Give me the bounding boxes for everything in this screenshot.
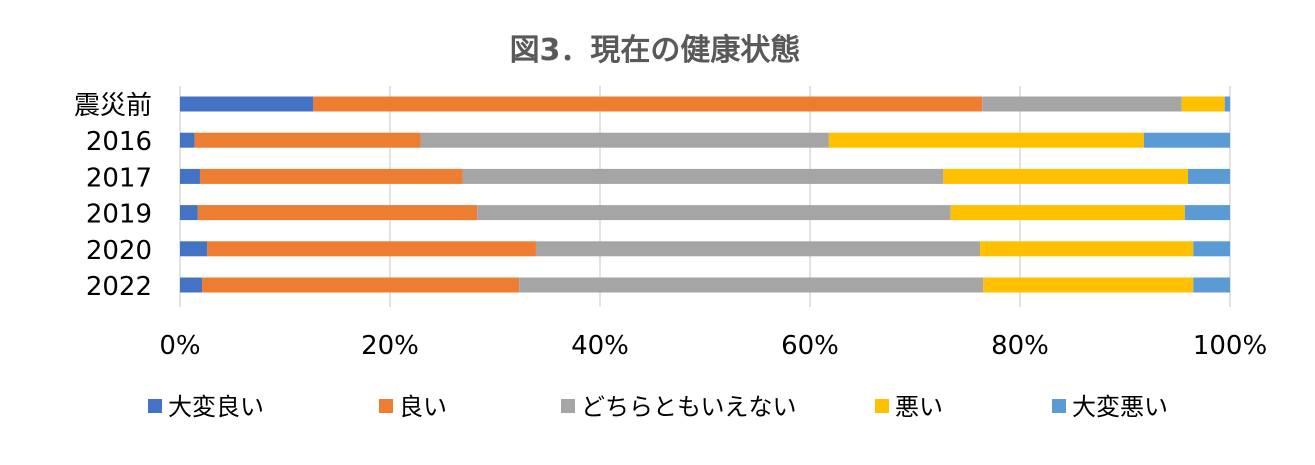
category-labels: 震災前 2016 2017 2019 2020 2022 bbox=[74, 91, 152, 302]
bar-segment bbox=[462, 168, 944, 184]
x-tick-label: 80% bbox=[991, 331, 1049, 361]
bar-segment bbox=[207, 241, 536, 257]
bar-segment bbox=[943, 168, 1188, 184]
bar-segment bbox=[180, 96, 314, 112]
gridlines bbox=[179, 86, 1231, 307]
x-tick-label: 40% bbox=[571, 331, 629, 361]
bar-segment bbox=[180, 277, 203, 293]
bar-segment bbox=[194, 132, 421, 148]
category-label: 2016 bbox=[86, 127, 152, 157]
bar-segment bbox=[983, 277, 1194, 293]
bar-segment bbox=[1181, 96, 1225, 112]
legend-swatch bbox=[379, 399, 393, 413]
legend-swatch bbox=[875, 399, 889, 413]
bar-segment bbox=[828, 132, 1144, 148]
legend-swatch bbox=[1052, 399, 1066, 413]
category-label: 2020 bbox=[86, 236, 152, 266]
category-label: 2017 bbox=[86, 163, 152, 193]
bar-segment bbox=[202, 277, 520, 293]
chart-title: 図3．現在の健康状態 bbox=[510, 33, 801, 68]
bar-segment bbox=[1188, 168, 1230, 184]
legend-label: 良い bbox=[399, 393, 447, 421]
bar-segment bbox=[535, 241, 981, 257]
legend-label: どちらともいえない bbox=[581, 393, 797, 421]
bar-segment bbox=[199, 168, 463, 184]
bar-segment bbox=[519, 277, 984, 293]
bar-segment bbox=[1184, 205, 1230, 221]
bar-segment bbox=[180, 205, 198, 221]
bar-segment bbox=[982, 96, 1182, 112]
legend: 大変良い 良い どちらともいえない 悪い 大変悪い bbox=[148, 393, 1168, 421]
x-tick-labels: 0% 20% 40% 60% 80% 100% bbox=[159, 331, 1267, 361]
bars bbox=[180, 96, 1230, 293]
bar-segment bbox=[950, 205, 1185, 221]
bar-segment bbox=[197, 205, 478, 221]
bar-segment bbox=[980, 241, 1194, 257]
x-tick-label: 100% bbox=[1193, 331, 1267, 361]
category-label: 震災前 bbox=[74, 91, 152, 121]
x-tick-label: 0% bbox=[159, 331, 200, 361]
x-tick-label: 60% bbox=[781, 331, 839, 361]
bar-segment bbox=[1143, 132, 1230, 148]
bar-segment bbox=[1193, 241, 1230, 257]
category-label: 2019 bbox=[86, 200, 152, 230]
bar-segment bbox=[1224, 96, 1230, 112]
bar-segment bbox=[180, 241, 208, 257]
bar-segment bbox=[180, 168, 200, 184]
x-tick-label: 20% bbox=[361, 331, 419, 361]
legend-swatch bbox=[561, 399, 575, 413]
legend-label: 大変悪い bbox=[1072, 393, 1168, 421]
bar-segment bbox=[180, 132, 195, 148]
bar-segment bbox=[477, 205, 951, 221]
bar-segment bbox=[1193, 277, 1230, 293]
bar-segment bbox=[420, 132, 829, 148]
bar-segment bbox=[313, 96, 983, 112]
legend-label: 大変良い bbox=[168, 393, 264, 421]
category-label: 2022 bbox=[86, 272, 152, 302]
legend-label: 悪い bbox=[895, 393, 943, 421]
legend-swatch bbox=[148, 399, 162, 413]
